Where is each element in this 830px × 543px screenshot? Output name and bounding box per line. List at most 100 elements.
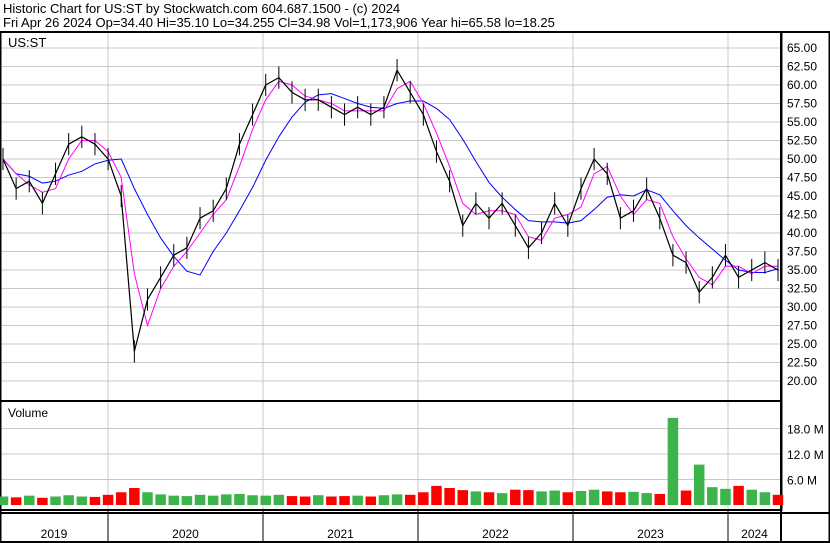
volume-bar [759,492,771,505]
price-segment [764,262,779,271]
price-segment [606,173,621,219]
year-label: 2024 [741,527,768,541]
price-segment [738,269,753,278]
volume-bar [404,494,416,505]
price-segment [751,262,766,271]
price-segment [94,143,109,160]
volume-tick-label: 12.0 M [787,448,824,462]
year-label: 2019 [41,527,68,541]
volume-bar [575,490,587,505]
volume-bar [378,495,390,505]
price-segment [81,136,96,145]
price-segment [514,225,529,249]
price-segment [54,143,70,175]
price-segment [317,99,332,108]
volume-bar [129,488,140,505]
price-segment [632,188,648,212]
price-tick-label: 32.50 [787,282,817,296]
price-tick-label: 50.00 [787,152,817,166]
price-segment [344,106,358,116]
volume-bar [772,494,784,505]
price-segment [2,158,17,189]
year-label: 2020 [172,527,199,541]
volume-bar [313,495,324,505]
price-segment [370,106,385,116]
volume-bar [247,495,258,505]
volume-bar [50,496,61,505]
price-tick-label: 37.50 [787,245,817,259]
price-tick-label: 65.00 [787,41,817,55]
volume-tick-label: 18.0 M [787,423,824,437]
volume-bar [431,485,442,505]
price-segment [527,232,543,249]
price-tick-label: 30.00 [787,300,817,314]
price-segment [291,91,306,101]
volume-bar [115,492,127,505]
volume-bar [680,490,692,505]
price-segment [383,69,398,108]
volume-bar [641,493,652,505]
price-segment [449,181,464,226]
price-tick-label: 42.50 [787,208,817,222]
volume-bar [339,496,350,505]
volume-bar [457,490,468,505]
volume-bar [37,497,48,505]
price-tick-label: 27.50 [787,319,817,333]
volume-bar [654,493,666,505]
volume-bar [273,494,285,505]
price-segment [186,217,201,249]
price-segment [41,173,57,204]
price-tick-label: 25.00 [787,337,817,351]
volume-bar [102,494,114,505]
price-segment [28,180,43,204]
price-segment [698,277,713,293]
price-segment [107,158,122,197]
price-tick-label: 52.50 [787,134,817,148]
volume-bar [10,497,22,505]
price-segment [278,77,293,93]
volume-bar [142,492,153,505]
volume-bar [720,488,731,505]
price-segment [199,210,214,219]
volume-bar [601,491,613,505]
volume-bar [562,492,574,505]
volume-bar [24,495,35,505]
volume-bar [352,495,363,505]
price-tick-label: 45.00 [787,189,817,203]
price-segment [68,136,83,145]
volume-bar [418,492,429,505]
volume-bar [444,488,455,505]
price-segment [501,203,516,226]
volume-bar [733,485,744,505]
price-segment [567,188,582,226]
price-tick-label: 35.00 [787,263,817,277]
price-segment [238,114,254,145]
volume-bar [365,496,377,505]
price-segment [711,254,726,278]
volume-bar [155,494,166,505]
price-segment [685,262,700,293]
price-tick-label: 22.50 [787,356,817,370]
price-segment [580,158,595,189]
year-label: 2022 [482,527,509,541]
price-segment [541,203,556,234]
price-segment [422,114,438,152]
price-segment [225,144,241,189]
price-tick-label: 47.50 [787,171,817,185]
volume-bar [76,496,88,505]
volume-bar [523,490,534,505]
volume-bar [63,495,74,505]
volume-bar [207,495,219,505]
symbol-label: US:ST [8,35,47,50]
price-tick-label: 57.50 [787,97,817,111]
ma-short-line [2,80,778,328]
volume-bar [260,495,271,505]
volume-bar [483,492,495,505]
price-segment [646,188,661,219]
price-tick-label: 62.50 [787,60,817,74]
volume-bar [299,496,311,505]
price-tick-label: 40.00 [787,226,817,240]
price-tick-label: 20.00 [787,374,817,388]
price-segment [160,254,175,278]
